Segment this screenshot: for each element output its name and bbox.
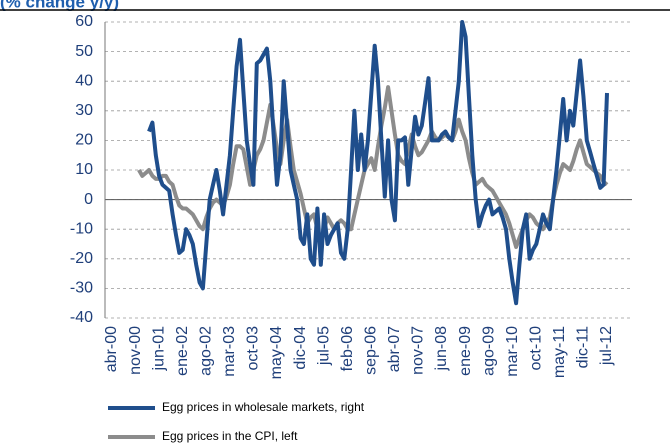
x-tick-label: oct-10 [528, 326, 545, 371]
y-tick-label: 20 [75, 132, 93, 149]
x-tick-label: dic-11 [575, 326, 592, 368]
legend-label: Egg prices in the CPI, left [162, 429, 298, 443]
y-tick-label: 30 [75, 102, 93, 119]
x-tick-label: jun-08 [433, 326, 450, 372]
x-tick-label: ago-02 [198, 326, 215, 376]
x-tick-label: ago-09 [480, 326, 497, 376]
y-tick-label: 50 [75, 43, 93, 60]
y-tick-label: -10 [70, 220, 93, 237]
legend-label: Egg prices in wholesale markets, right [162, 400, 365, 414]
x-tick-label: ene-02 [174, 326, 191, 376]
x-tick-label: feb-06 [339, 326, 356, 371]
x-tick-label: mar-10 [504, 326, 521, 377]
y-tick-label: -20 [70, 250, 93, 267]
x-tick-label: may-04 [268, 326, 285, 379]
y-tick-label: 10 [75, 161, 93, 178]
x-tick-label: jul-05 [315, 326, 332, 366]
x-tick-label: mar-03 [221, 326, 238, 377]
x-tick-label: oct-03 [245, 326, 262, 371]
x-tick-label: ene-09 [457, 326, 474, 376]
series-line [147, 20, 609, 306]
y-tick-label: 0 [84, 191, 93, 208]
x-tick-label: may-11 [551, 326, 568, 378]
x-tick-label: jun-01 [150, 326, 167, 372]
x-tick-label: abr-00 [103, 326, 120, 372]
grid [105, 21, 632, 319]
series-line [137, 85, 609, 249]
chart-title: (% change y/y) [0, 0, 119, 11]
x-tick-label: jul-12 [598, 326, 615, 366]
y-tick-label: 40 [75, 72, 93, 89]
x-tick-label: nov-07 [410, 326, 427, 375]
y-tick-label: -30 [70, 280, 93, 297]
legend: Egg prices in wholesale markets, right Eg… [108, 400, 365, 443]
x-tick-label: nov-00 [127, 326, 144, 375]
y-tick-label: 60 [75, 13, 93, 30]
x-tick-label: sep-06 [363, 326, 380, 375]
plot [137, 20, 609, 306]
x-tick-label: abr-07 [386, 326, 403, 372]
x-tick-label: dic-04 [292, 326, 309, 370]
y-tick-label: -40 [70, 309, 93, 326]
